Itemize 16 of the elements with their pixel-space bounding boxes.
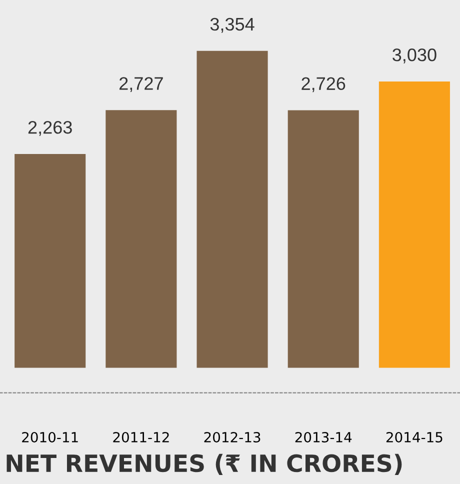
data-label: 3,030 <box>392 48 436 64</box>
bar <box>378 82 450 368</box>
bar <box>196 50 268 368</box>
x-tick-label: 2011-12 <box>113 432 169 442</box>
data-label: 2,727 <box>120 77 163 92</box>
bar <box>288 110 359 368</box>
data-label: 3,354 <box>210 18 254 33</box>
x-tick-label: 2014-15 <box>386 432 442 442</box>
bar <box>106 110 177 368</box>
x-tick-label: 2013-14 <box>295 432 352 442</box>
x-tick-label: 2010-11 <box>22 432 78 442</box>
bar <box>14 154 86 368</box>
data-label: 2,726 <box>302 77 346 92</box>
text: NET REVENUES (₹ IN CRORES) <box>6 454 402 475</box>
data-label: 2,263 <box>28 120 72 136</box>
x-tick-label: 2012-13 <box>204 432 260 442</box>
